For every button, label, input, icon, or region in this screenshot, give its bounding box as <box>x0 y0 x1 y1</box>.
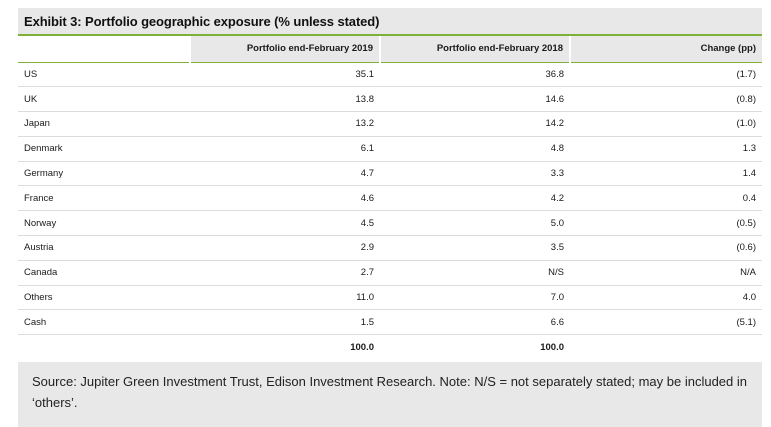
header-2019: Portfolio end-February 2019 <box>189 36 380 63</box>
table-row: Denmark 6.1 4.8 1.3 <box>18 136 762 162</box>
cell-value-2019: 11.0 <box>190 285 380 311</box>
table-row: UK 13.8 14.6 (0.8) <box>18 86 762 113</box>
cell-value-2018: 36.8 <box>380 62 570 88</box>
cell-value-2018: 4.2 <box>380 185 570 212</box>
cell-value-2019: 4.6 <box>190 185 380 212</box>
cell-value-change: 4.0 <box>570 285 762 311</box>
cell-label: Others <box>18 285 190 311</box>
cell-value-2019: 6.1 <box>190 136 380 162</box>
cell-value-2018: 14.6 <box>380 86 570 113</box>
cell-value-2019: 4.7 <box>190 161 380 187</box>
cell-value-2018: 5.0 <box>380 210 570 237</box>
cell-value-2018: 7.0 <box>380 285 570 311</box>
cell-value-change: (5.1) <box>570 309 762 336</box>
cell-value-2018: 6.6 <box>380 309 570 336</box>
table-row: France 4.6 4.2 0.4 <box>18 185 762 212</box>
table-header-row: Portfolio end-February 2019 Portfolio en… <box>18 36 762 63</box>
table-row: US 35.1 36.8 (1.7) <box>18 62 762 88</box>
cell-value-2018: 4.8 <box>380 136 570 162</box>
cell-label: Austria <box>18 235 190 261</box>
table-row: Norway 4.5 5.0 (0.5) <box>18 210 762 237</box>
table-row: Cash 1.5 6.6 (5.1) <box>18 309 762 336</box>
cell-label: Japan <box>18 111 190 137</box>
cell-value-2018: 3.3 <box>380 161 570 187</box>
cell-value-change: (1.0) <box>570 111 762 137</box>
header-label <box>18 36 190 63</box>
cell-value-change: (0.6) <box>570 235 762 261</box>
cell-label: Norway <box>18 210 190 237</box>
total-label <box>18 335 190 360</box>
exhibit-title: Exhibit 3: Portfolio geographic exposure… <box>24 13 380 29</box>
cell-value-change: N/A <box>570 260 762 286</box>
cell-value-change: 1.3 <box>570 136 762 162</box>
cell-label: Cash <box>18 309 190 336</box>
exhibit-title-bar: Exhibit 3: Portfolio geographic exposure… <box>18 8 762 36</box>
table-row: Canada 2.7 N/S N/A <box>18 260 762 286</box>
cell-value-2018: 3.5 <box>380 235 570 261</box>
cell-label: France <box>18 185 190 212</box>
cell-value-change: (0.5) <box>570 210 762 237</box>
cell-label: Canada <box>18 260 190 286</box>
cell-value-2019: 2.7 <box>190 260 380 286</box>
header-change: Change (pp) <box>569 36 762 63</box>
cell-value-2019: 35.1 <box>190 62 380 88</box>
cell-value-2019: 13.8 <box>190 86 380 113</box>
cell-label: US <box>18 62 190 88</box>
table-row: Others 11.0 7.0 4.0 <box>18 285 762 311</box>
table-row: Japan 13.2 14.2 (1.0) <box>18 111 762 137</box>
cell-value-2019: 4.5 <box>190 210 380 237</box>
header-2018: Portfolio end-February 2018 <box>379 36 570 63</box>
total-row: 100.0 100.0 <box>18 335 762 360</box>
cell-label: Denmark <box>18 136 190 162</box>
total-value-2019: 100.0 <box>350 341 374 353</box>
cell-label: Germany <box>18 161 190 187</box>
table-row: Germany 4.7 3.3 1.4 <box>18 161 762 187</box>
cell-value-change: 1.4 <box>570 161 762 187</box>
cell-value-2019: 13.2 <box>190 111 380 137</box>
cell-value-change: 0.4 <box>570 185 762 212</box>
cell-value-2018: 14.2 <box>380 111 570 137</box>
cell-value-2019: 2.9 <box>190 235 380 261</box>
source-note: Source: Jupiter Green Investment Trust, … <box>18 362 762 427</box>
table-row: Austria 2.9 3.5 (0.6) <box>18 235 762 261</box>
total-value-2018: 100.0 <box>540 341 564 353</box>
exposure-table: Portfolio end-February 2019 Portfolio en… <box>18 36 762 360</box>
cell-label: UK <box>18 86 190 113</box>
cell-value-change: (1.7) <box>570 62 762 88</box>
cell-value-2019: 1.5 <box>190 309 380 336</box>
total-value-change <box>570 335 762 360</box>
table-body: US 35.1 36.8 (1.7) UK 13.8 14.6 (0.8) Japan 13.2 1… <box>18 62 762 360</box>
cell-value-change: (0.8) <box>570 86 762 113</box>
exhibit: Exhibit 3: Portfolio geographic exposure… <box>18 8 762 360</box>
cell-value-2018: N/S <box>380 260 570 286</box>
